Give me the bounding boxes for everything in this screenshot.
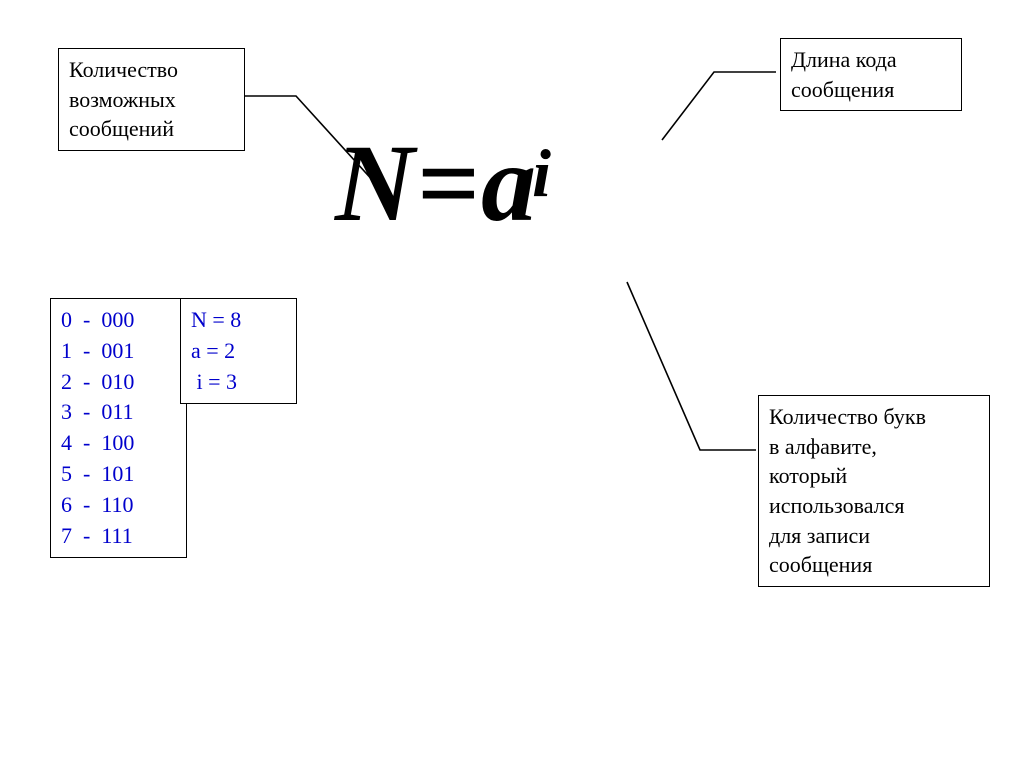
label-box-a: Количество букв в алфавите, который испо… (758, 395, 990, 587)
label-a-line3: который (769, 461, 979, 491)
label-a-line2: в алфавите, (769, 432, 979, 462)
label-a-line1: Количество букв (769, 402, 979, 432)
label-a-line6: сообщения (769, 550, 979, 580)
codes-row-0: 0 - 000 (61, 305, 176, 336)
connector-a (627, 282, 756, 450)
param-a: a = 2 (191, 336, 286, 367)
codes-row-5: 5 - 101 (61, 459, 176, 490)
connector-i (662, 72, 776, 140)
label-i-line2: сообщения (791, 75, 951, 105)
param-N: N = 8 (191, 305, 286, 336)
label-box-N: Количество возможных сообщений (58, 48, 245, 151)
label-i-line1: Длина кода (791, 45, 951, 75)
formula: N=ai (335, 120, 551, 247)
label-a-line4: использовался (769, 491, 979, 521)
codes-row-7: 7 - 111 (61, 521, 176, 552)
codes-row-3: 3 - 011 (61, 397, 176, 428)
codes-row-2: 2 - 010 (61, 367, 176, 398)
label-N-line1: Количество (69, 55, 234, 85)
codes-row-1: 1 - 001 (61, 336, 176, 367)
label-a-line5: для записи (769, 521, 979, 551)
codes-table-box: 0 - 000 1 - 001 2 - 010 3 - 011 4 - 100 … (50, 298, 187, 558)
codes-row-6: 6 - 110 (61, 490, 176, 521)
formula-superscript: i (532, 135, 551, 211)
label-box-i: Длина кода сообщения (780, 38, 962, 111)
formula-base: N=a (335, 122, 538, 244)
codes-row-4: 4 - 100 (61, 428, 176, 459)
param-i: i = 3 (191, 367, 286, 398)
params-box: N = 8 a = 2 i = 3 (180, 298, 297, 404)
label-N-line2: возможных (69, 85, 234, 115)
label-N-line3: сообщений (69, 114, 234, 144)
